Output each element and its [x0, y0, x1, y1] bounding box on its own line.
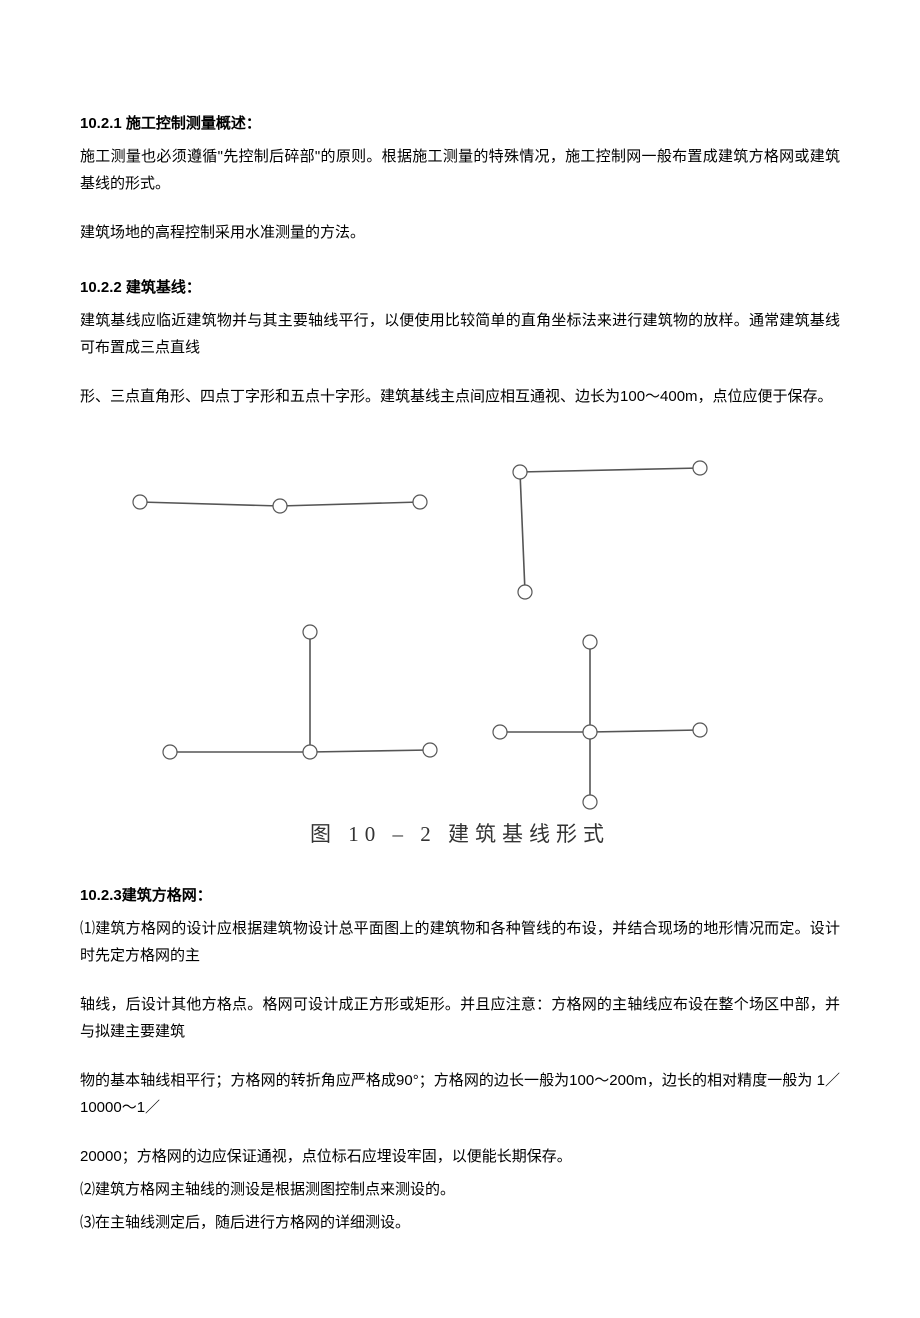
section-2-para-1: 建筑基线应临近建筑物并与其主要轴线平行，以便使用比较简单的直角坐标法来进行建筑物…: [80, 307, 840, 361]
section-1-para-1: 施工测量也必须遵循"先控制后碎部"的原则。根据施工测量的特殊情况，施工控制网一般…: [80, 143, 840, 197]
document-page: 10.2.1 施工控制测量概述： 施工测量也必须遵循"先控制后碎部"的原则。根据…: [0, 0, 920, 1318]
section-2-para-2: 形、三点直角形、四点丁字形和五点十字形。建筑基线主点间应相互通视、边长为100～…: [80, 383, 840, 410]
section-3-para-3: 物的基本轴线相平行；方格网的转折角应严格成90°；方格网的边长一般为100～20…: [80, 1067, 840, 1121]
section-3-para-4: 20000；方格网的边应保证通视，点位标石应埋设牢固，以便能长期保存。: [80, 1143, 840, 1170]
section-3-para-1: ⑴建筑方格网的设计应根据建筑物设计总平面图上的建筑物和各种管线的布设，并结合现场…: [80, 915, 840, 969]
figure-10-2: 图 10 – 2 建筑基线形式: [80, 432, 840, 854]
section-3-para-2: 轴线，后设计其他方格点。格网可设计成正方形或矩形。并且应注意：方格网的主轴线应布…: [80, 991, 840, 1045]
section-3-para-6: ⑶在主轴线测定后，随后进行方格网的详细测设。: [80, 1209, 840, 1236]
section-1-heading: 10.2.1 施工控制测量概述：: [80, 110, 840, 137]
section-3-heading: 10.2.3建筑方格网：: [80, 882, 840, 909]
section-1-para-2: 建筑场地的高程控制采用水准测量的方法。: [80, 219, 840, 246]
baseline-diagram: [80, 432, 720, 812]
figure-caption: 图 10 – 2 建筑基线形式: [80, 816, 840, 854]
section-3-para-5: ⑵建筑方格网主轴线的测设是根据测图控制点来测设的。: [80, 1176, 840, 1203]
section-2-heading: 10.2.2 建筑基线：: [80, 274, 840, 301]
